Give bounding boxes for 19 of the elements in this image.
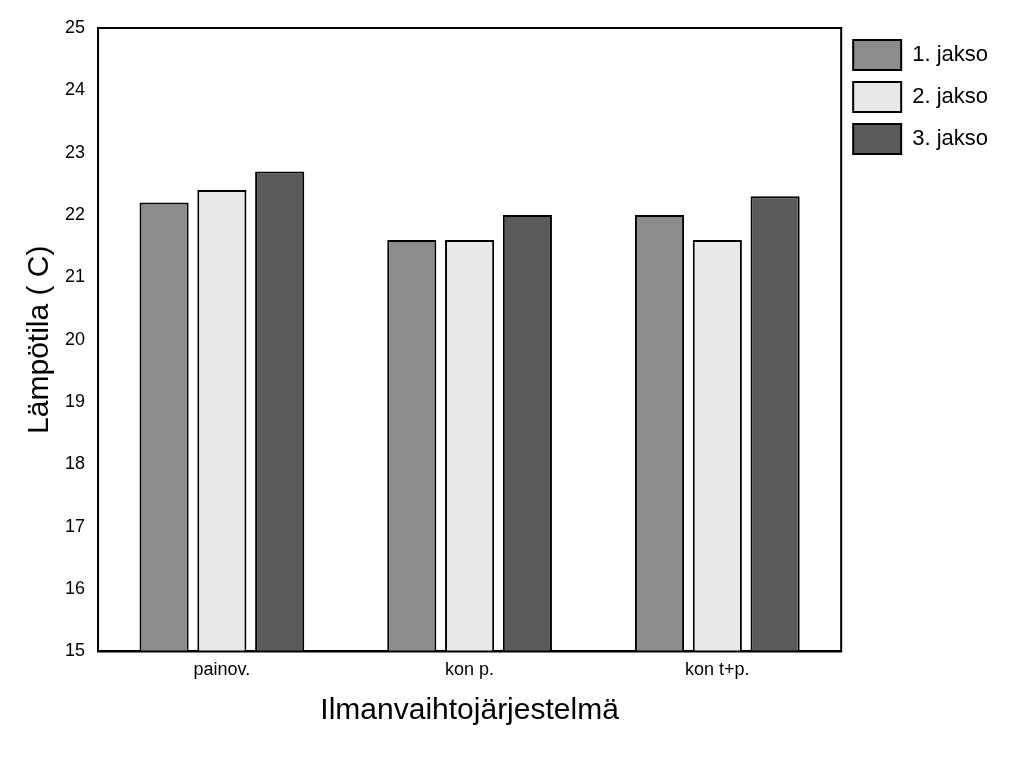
x-axis-title: Ilmanvaihtojärjestelmä [320,692,620,726]
legend-label: 1. jakso [912,41,989,67]
y-tick-label: 19 [64,391,86,412]
y-tick-label: 16 [64,578,86,599]
y-tick-label: 22 [64,203,86,224]
legend-label: 2. jakso [912,83,989,109]
y-tick-label: 25 [64,16,86,37]
legend-label: 3. jakso [912,125,989,151]
y-tick-label: 21 [64,266,86,287]
x-tick-label: kon t+p. [685,659,750,680]
x-tick-label: kon p. [445,659,495,680]
y-tick-label: 18 [64,453,86,474]
x-tick-label: painov. [193,659,251,680]
y-tick-label: 23 [64,141,86,162]
y-tick-label: 15 [64,640,86,661]
y-tick-label: 20 [64,328,86,349]
y-tick-label: 17 [64,515,86,536]
y-axis-title: Lämpötila ( C) [21,245,55,434]
y-tick-label: 24 [64,79,86,100]
